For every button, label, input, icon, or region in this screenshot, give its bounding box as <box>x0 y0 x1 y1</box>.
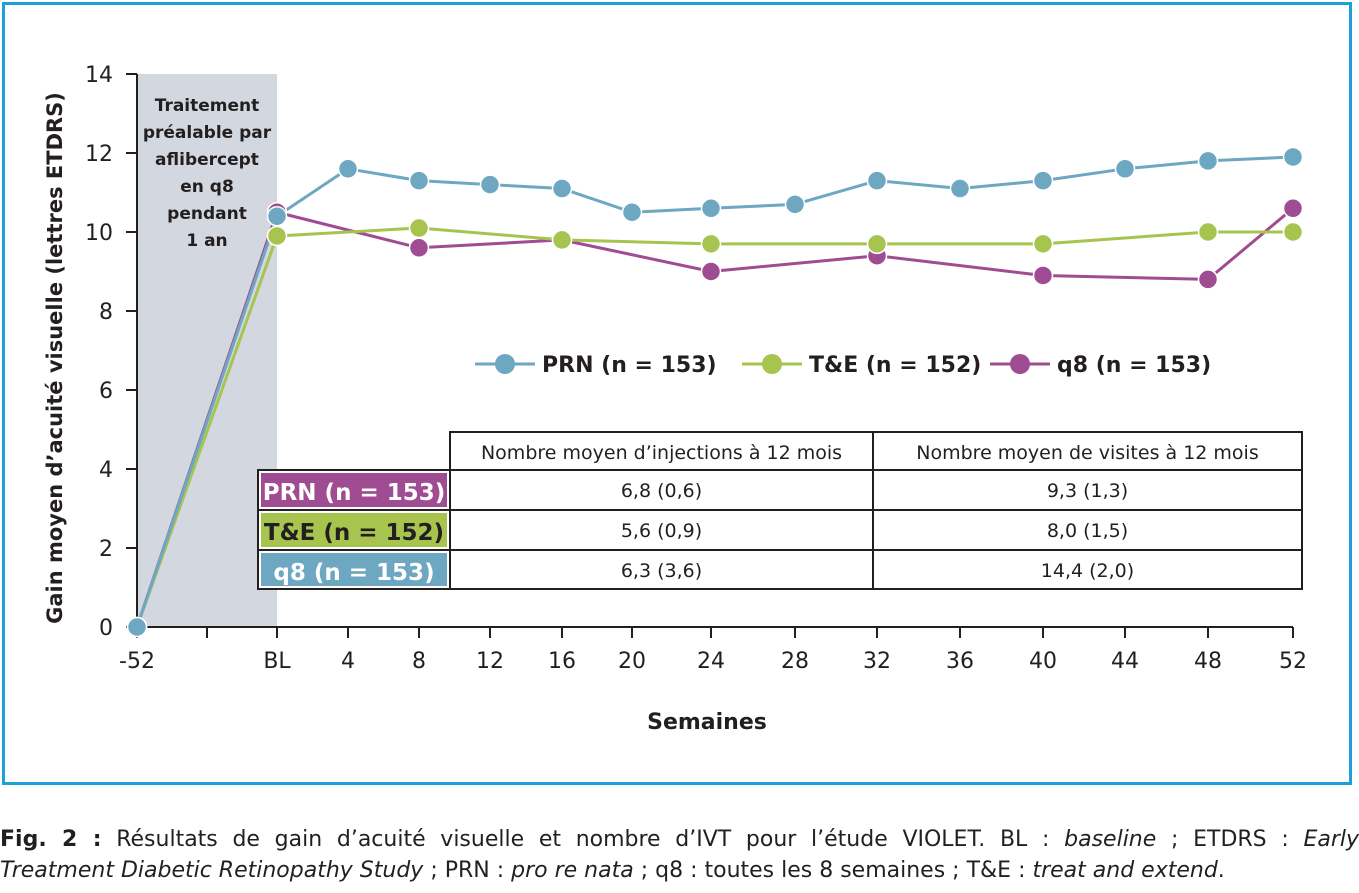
data-point <box>1282 221 1304 243</box>
table-row-label-cell <box>261 553 447 586</box>
data-point <box>866 170 888 191</box>
x-tick-label: 40 <box>1029 649 1057 674</box>
x-tick-label: 12 <box>476 649 504 674</box>
y-tick-label: 6 <box>99 379 113 404</box>
data-point <box>784 194 806 215</box>
data-point <box>1032 265 1054 286</box>
table-row-label-cell <box>261 473 447 507</box>
x-tick-label: 52 <box>1279 649 1307 674</box>
legend-swatch-marker <box>1010 354 1030 374</box>
pretreatment-shade <box>137 74 277 627</box>
caption-line-1-part-2: ; ETDRS : <box>1156 827 1304 852</box>
x-tick-label: 16 <box>548 649 576 674</box>
table-row-label: PRN (n = 153) <box>263 480 446 506</box>
data-point <box>551 178 573 199</box>
table-cell: 6,8 (0,6) <box>621 480 702 502</box>
data-point <box>551 229 573 251</box>
legend-label: PRN (n = 153) <box>542 353 717 378</box>
data-point <box>1197 150 1219 172</box>
caption-fig-label: Fig. 2 : <box>0 827 102 852</box>
x-tick-label: 48 <box>1194 649 1222 674</box>
x-tick-label: 44 <box>1111 649 1139 674</box>
caption-line-2-part-4: treat and extend <box>1032 858 1218 883</box>
table-column-header: Nombre moyen de visites à 12 mois <box>916 442 1258 464</box>
table-row-label-cell <box>261 513 447 547</box>
table-column-header: Nombre moyen d’injections à 12 mois <box>481 442 842 464</box>
data-point <box>1282 146 1304 168</box>
y-tick-label: 12 <box>85 142 113 167</box>
y-axis-title: Gain moyen d’acuité visuelle (lettres ET… <box>43 92 67 624</box>
legend-swatch-marker <box>762 354 782 374</box>
caption-line-2-part-0: Treatment Diabetic Retinopathy Study <box>0 858 424 883</box>
x-tick-label: 8 <box>412 649 426 674</box>
table-cell: 5,6 (0,9) <box>621 520 702 542</box>
pretreatment-label-line: en q8 <box>180 177 234 197</box>
data-point <box>337 158 359 180</box>
data-point <box>1197 269 1219 290</box>
pretreatment-label-line: Traitement <box>155 96 260 116</box>
data-point <box>1032 170 1054 191</box>
legend-label: q8 (n = 153) <box>1057 353 1211 378</box>
data-point <box>1032 233 1054 255</box>
line-chart: Traitement préalable par aflibercept en q8 p… <box>43 63 1307 735</box>
x-tick-label: 36 <box>946 649 974 674</box>
caption-line-1-part-3: Early <box>1303 827 1359 852</box>
caption-line-2-part-5: . <box>1217 858 1225 883</box>
table-row-label: T&E (n = 152) <box>264 520 444 546</box>
data-point <box>621 202 643 223</box>
data-point <box>266 225 288 247</box>
x-tick-label: -52 <box>119 649 155 674</box>
data-point <box>700 233 722 255</box>
figure-frame <box>2 2 1352 785</box>
table-cell: 8,0 (1,5) <box>1047 520 1128 542</box>
data-point <box>1282 198 1304 219</box>
y-tick-label: 10 <box>85 221 113 246</box>
x-tick-label: BL <box>263 649 291 674</box>
pretreatment-label-line: 1 an <box>186 231 227 251</box>
data-point <box>266 205 288 227</box>
data-point <box>126 616 148 638</box>
table-cell: 9,3 (1,3) <box>1047 480 1128 502</box>
table-row-label: q8 (n = 153) <box>273 560 434 586</box>
table-cell: 6,3 (3,6) <box>621 560 702 582</box>
x-axis-title: Semaines <box>647 710 767 735</box>
caption-line-1-part-1: baseline <box>1064 827 1157 852</box>
legend-swatch-marker <box>495 354 515 374</box>
data-point <box>700 198 722 219</box>
pretreatment-label-line: aflibercept <box>155 150 259 170</box>
caption-line-1-part-0: Résultats de gain d’acuité visuelle et n… <box>101 827 1065 852</box>
y-tick-label: 8 <box>99 300 113 325</box>
caption-line-2-part-1: ; PRN : <box>423 858 512 883</box>
data-point <box>408 217 430 239</box>
data-point <box>1114 158 1136 180</box>
data-point <box>1197 221 1219 243</box>
data-point <box>949 178 971 199</box>
caption-line-2-part-3: ; q8 : toutes les 8 semaines ; T&E : <box>633 858 1033 883</box>
data-point <box>408 170 430 191</box>
caption-line-2: Treatment Diabetic Retinopathy Study ; P… <box>0 855 1359 886</box>
data-point <box>408 237 430 259</box>
y-tick-label: 0 <box>99 616 113 641</box>
pretreatment-label-line: préalable par <box>143 123 272 143</box>
y-tick-label: 4 <box>99 458 113 483</box>
x-tick-label: 20 <box>618 649 646 674</box>
pretreatment-label-line: pendant <box>167 204 247 224</box>
y-tick-label: 2 <box>99 537 113 562</box>
caption-line-2-part-2: pro re nata <box>511 858 634 883</box>
x-tick-label: 24 <box>697 649 725 674</box>
y-tick-label: 14 <box>85 63 113 88</box>
x-tick-label: 32 <box>863 649 891 674</box>
data-point <box>700 261 722 282</box>
x-tick-label: 28 <box>781 649 809 674</box>
data-point <box>479 174 501 195</box>
x-tick-label: 4 <box>341 649 355 674</box>
data-point <box>866 233 888 255</box>
figure-caption: Fig. 2 : Résultats de gain d’acuité visu… <box>0 824 1359 886</box>
caption-line-1: Fig. 2 : Résultats de gain d’acuité visu… <box>0 824 1359 855</box>
legend-label: T&E (n = 152) <box>809 353 981 378</box>
table-cell: 14,4 (2,0) <box>1041 560 1134 582</box>
